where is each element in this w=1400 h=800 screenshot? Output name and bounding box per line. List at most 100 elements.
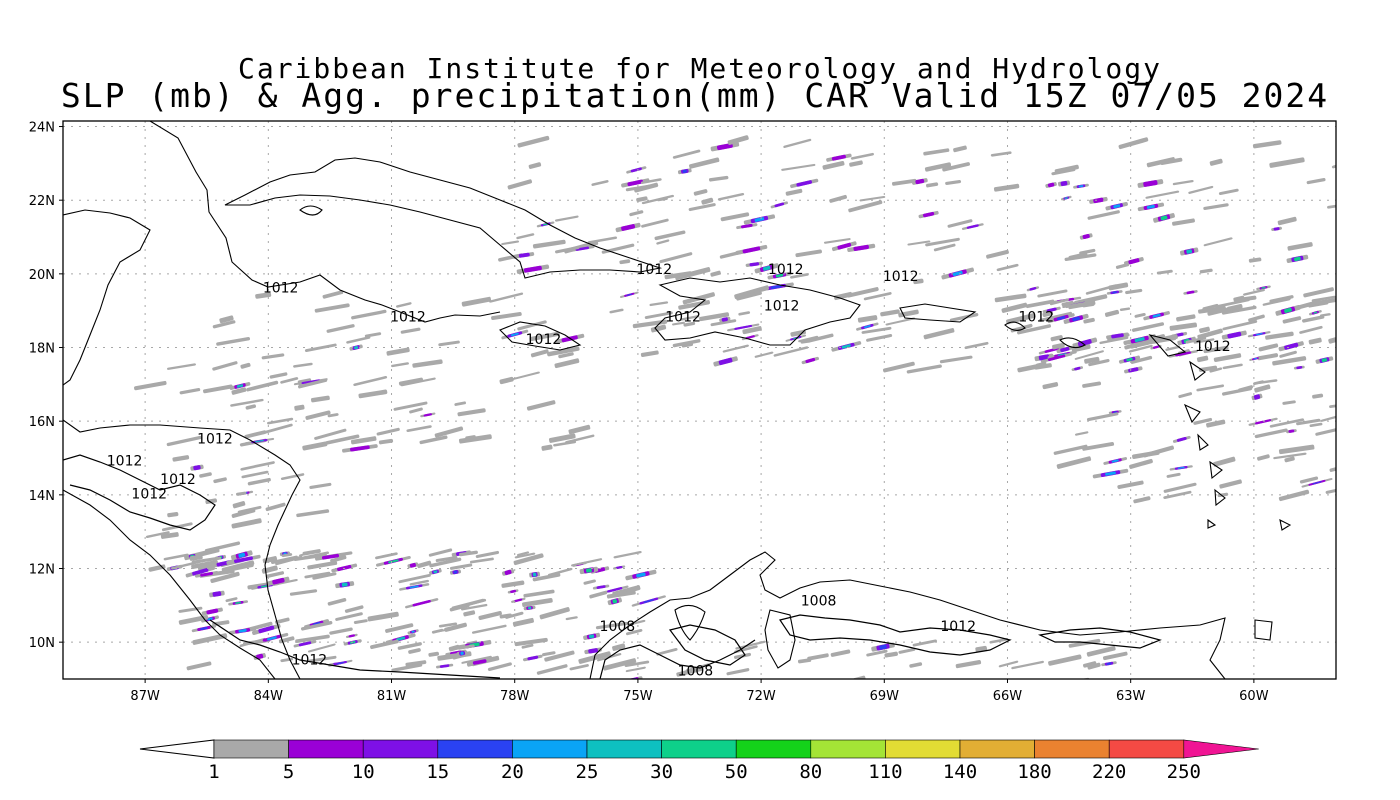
precip-streak [322,290,344,299]
precip-light [232,563,254,571]
precip-light [1315,425,1336,436]
precip-heavy [1072,316,1081,322]
precip-streak [1160,157,1183,166]
precip-streak [353,376,388,386]
precip-moderate [258,625,275,634]
precip-light [1337,357,1351,363]
precip-moderate [1288,429,1295,433]
precip-light [1001,302,1028,313]
precip-heavy [1321,358,1328,363]
precip-streak [701,197,714,205]
precip-streak [1143,311,1170,321]
isobar-label: 1012 [637,262,673,278]
isobar-label: 1008 [678,663,714,679]
precip-moderate [1047,354,1066,362]
precip-streak [507,179,533,190]
precip-moderate [409,562,416,568]
precip-heavy [612,599,618,604]
precip-streak [913,278,924,285]
precip-light [1169,322,1198,331]
coast-virgin-islands [1004,321,1086,349]
precip-streak [326,324,355,333]
precip-streak [565,616,578,621]
lon-tick-label: 60W [1239,689,1269,704]
precip-heavy [254,439,264,443]
precip-light [1016,324,1052,335]
precip-streak [467,658,493,666]
precip-streak [280,473,305,480]
precip-streak [993,183,1020,192]
precip-light [236,491,247,496]
coast-south-america [589,551,1226,679]
precip-moderate [561,335,578,343]
precip-light [606,590,636,599]
precip-light [547,346,580,357]
precip-streak [1123,334,1157,346]
precip-moderate [472,659,487,665]
precip-streak [251,623,281,636]
precip-streak [330,555,347,563]
precip-light [1050,335,1063,342]
precip-streak [1335,350,1336,359]
precip-streak [544,650,575,662]
precip-streak [1038,311,1073,322]
precip-streak [631,595,666,607]
precip-light [866,649,888,657]
precip-streak [302,441,328,451]
precip-streak [1068,300,1096,310]
precip-light [167,511,179,518]
precip-streak [1315,425,1336,436]
precip-heavy [1312,481,1322,485]
latitude-tick-labels: 24N 22N 20N 18N 16N 14N 12N 10N [29,121,63,651]
precip-streak [267,576,290,586]
precip-moderate [734,324,753,330]
precip-light [688,203,716,212]
precip-streak [807,333,834,343]
precip-streak [1315,356,1334,364]
precip-light [501,240,520,246]
precip-streak [1178,392,1193,399]
precip-light [280,473,305,480]
lat-tick-label: 18N [29,342,55,357]
precip-moderate [298,641,312,647]
precip-streak [406,425,432,432]
precip-moderate [721,317,728,322]
precip-streak [1072,337,1098,349]
lat-tick-label: 10N [29,636,55,651]
precip-streak [1074,350,1104,360]
precip-streak [1286,429,1297,434]
precip-light [683,321,696,327]
precip-streak [344,605,364,613]
precip-light [435,555,458,563]
precip-streak [1308,337,1322,345]
precip-light [853,675,866,679]
precip-streak [331,563,358,573]
precip-light [542,651,556,657]
precip-streak [370,639,399,650]
precip-streak [345,633,358,639]
precip-streak [1329,401,1336,408]
precip-moderate [627,179,644,187]
precip-light [448,644,460,652]
precip-heavy [1126,357,1133,362]
precip-streak [1084,356,1100,364]
precip-light [641,218,669,228]
precip-streak [1085,284,1118,295]
colorbar-label: 80 [799,761,822,783]
precip-heavy [527,606,532,610]
precip-light [293,553,327,562]
precip-light [271,555,298,565]
precip-light [1133,496,1151,504]
precip-streak [891,178,917,186]
precip-streak [1329,460,1336,472]
precip-streak [228,600,249,606]
isobar-label: 1012 [131,487,167,503]
precip-light [861,326,892,334]
precip-light [513,553,544,566]
precip-streak [1265,331,1294,340]
precip-light [807,333,834,343]
precip-streak [230,550,253,561]
precip-light [1054,164,1079,174]
precip-streak [419,435,448,445]
precip-streak [213,477,227,484]
